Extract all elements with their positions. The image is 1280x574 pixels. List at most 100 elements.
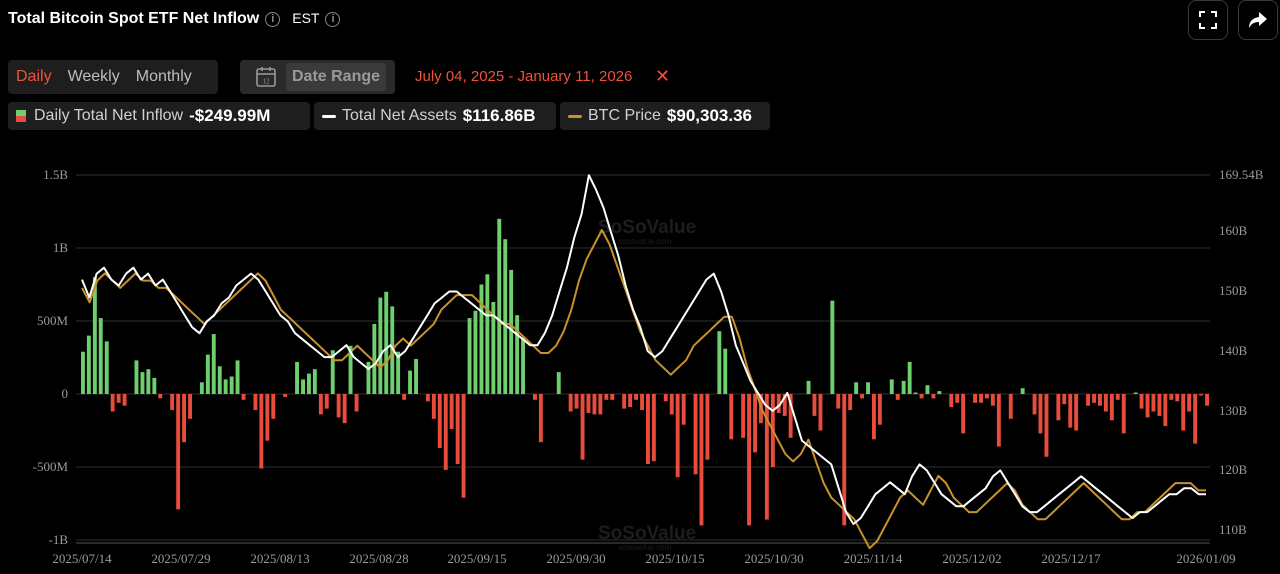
legend-inflow-value: -$249.99M (189, 106, 271, 125)
inflow-bar (1038, 394, 1043, 434)
inflow-bar (610, 394, 615, 400)
inflow-bar (491, 302, 496, 394)
x-tick: 2025/10/15 (645, 551, 704, 566)
inflow-bar (146, 369, 151, 394)
legend-inflow[interactable]: Daily Total Net Inflow -$249.99M (8, 102, 310, 130)
inflow-bar (592, 394, 597, 415)
inflow-bar (1199, 394, 1203, 396)
inflow-bar (646, 394, 650, 465)
inflow-bar (473, 310, 478, 394)
inflow-bar (211, 334, 216, 394)
inflow-bar (533, 394, 537, 400)
inflow-bar (348, 345, 353, 394)
clear-date-range-icon[interactable]: ✕ (655, 66, 671, 86)
inflow-bar (1109, 394, 1114, 421)
inflow-bar (467, 318, 472, 394)
inflow-bar (223, 379, 228, 394)
period-weekly[interactable]: Weekly (67, 68, 120, 85)
y-tick-right: 160B (1219, 223, 1248, 238)
timezone-info-icon[interactable]: i (325, 12, 341, 27)
inflow-bar (1086, 394, 1090, 406)
inflow-bar (366, 361, 371, 394)
inflow-bar (782, 394, 787, 416)
inflow-bar (634, 394, 638, 400)
inflow-bar (425, 394, 430, 402)
period-monthly[interactable]: Monthly (135, 68, 192, 85)
inflow-bar (301, 379, 305, 394)
inflow-bar (104, 341, 109, 394)
inflow-bar (753, 394, 757, 453)
share-icon (1249, 12, 1267, 28)
legend-assets[interactable]: Total Net Assets $116.86B (314, 102, 556, 130)
fullscreen-icon (1199, 11, 1217, 29)
watermark-top: SoSoValue (598, 217, 696, 238)
inflow-bar (1133, 392, 1138, 394)
inflow-bar (110, 394, 115, 412)
inflow-bar (538, 394, 543, 443)
inflow-bar (937, 391, 942, 394)
inflow-bar (1145, 394, 1150, 418)
inflow-bar (229, 376, 234, 394)
date-range-value: July 04, 2025 - January 11, 2026 (415, 68, 633, 85)
inflow-bar (1115, 394, 1120, 400)
legend-assets-value: $116.86B (462, 106, 536, 125)
inflow-bar (295, 361, 299, 394)
inflow-bar (669, 394, 674, 415)
inflow-bar (241, 394, 246, 400)
share-button[interactable] (1238, 0, 1278, 40)
inflow-bar (479, 284, 484, 394)
inflow-bar (1181, 394, 1186, 431)
legend-assets-label: Total Net Assets (342, 107, 457, 124)
inflow-bar (170, 394, 175, 411)
inflow-bar (271, 394, 276, 419)
period-selector: Daily Weekly Monthly (8, 60, 218, 94)
info-icon[interactable]: i (265, 12, 281, 27)
inflow-bar (158, 394, 163, 399)
legend-btc-label: BTC Price (588, 107, 661, 124)
inflow-bar (408, 370, 412, 394)
inflow-bar (312, 369, 317, 394)
inflow-bar (1092, 394, 1096, 403)
inflow-bar (931, 394, 936, 399)
legend-btc[interactable]: BTC Price $90,303.36 (560, 102, 770, 130)
inflow-bar (1098, 394, 1102, 406)
inflow-bar (622, 394, 627, 409)
y-tick-right: 130B (1219, 403, 1248, 418)
inflow-bar (515, 315, 520, 394)
date-range-button[interactable]: 12 Date Range (240, 60, 395, 94)
watermark-bottom: SoSoValue (598, 523, 696, 544)
inflow-bar (414, 359, 418, 394)
inflow-bar (806, 380, 811, 394)
inflow-bar (1139, 394, 1144, 409)
calendar-day: 12 (263, 78, 271, 86)
fullscreen-button[interactable] (1188, 0, 1228, 40)
inflow-bar (640, 394, 644, 411)
y-tick-left: 1.5B (43, 167, 68, 182)
inflow-bar (1151, 394, 1156, 412)
inflow-bar (1062, 394, 1067, 405)
period-daily[interactable]: Daily (16, 68, 52, 85)
inflow-bar (521, 337, 525, 394)
x-tick: 2026/01/09 (1176, 551, 1235, 566)
y-tick-right: 110B (1219, 522, 1247, 537)
inflow-bar (830, 300, 835, 394)
btc-swatch-icon (568, 114, 582, 118)
inflow-bar (509, 269, 514, 394)
inflow-bar (455, 394, 460, 465)
y-tick-left: 1B (53, 240, 69, 255)
inflow-bar (1068, 394, 1073, 428)
inflow-bar (651, 394, 656, 462)
y-tick-left: 0 (62, 386, 69, 401)
x-tick: 2025/09/15 (447, 551, 506, 566)
inflow-bar (574, 394, 579, 409)
inflow-bar (996, 394, 1001, 447)
inflow-bar (705, 394, 710, 460)
inflow-bar (253, 394, 258, 411)
inflow-bar (979, 394, 983, 403)
inflow-bar (901, 380, 906, 394)
inflow-bar (842, 394, 847, 526)
inflow-bar (866, 382, 870, 394)
inflow-bar (116, 394, 121, 403)
inflow-bar (81, 351, 85, 394)
inflow-bar (461, 394, 466, 498)
